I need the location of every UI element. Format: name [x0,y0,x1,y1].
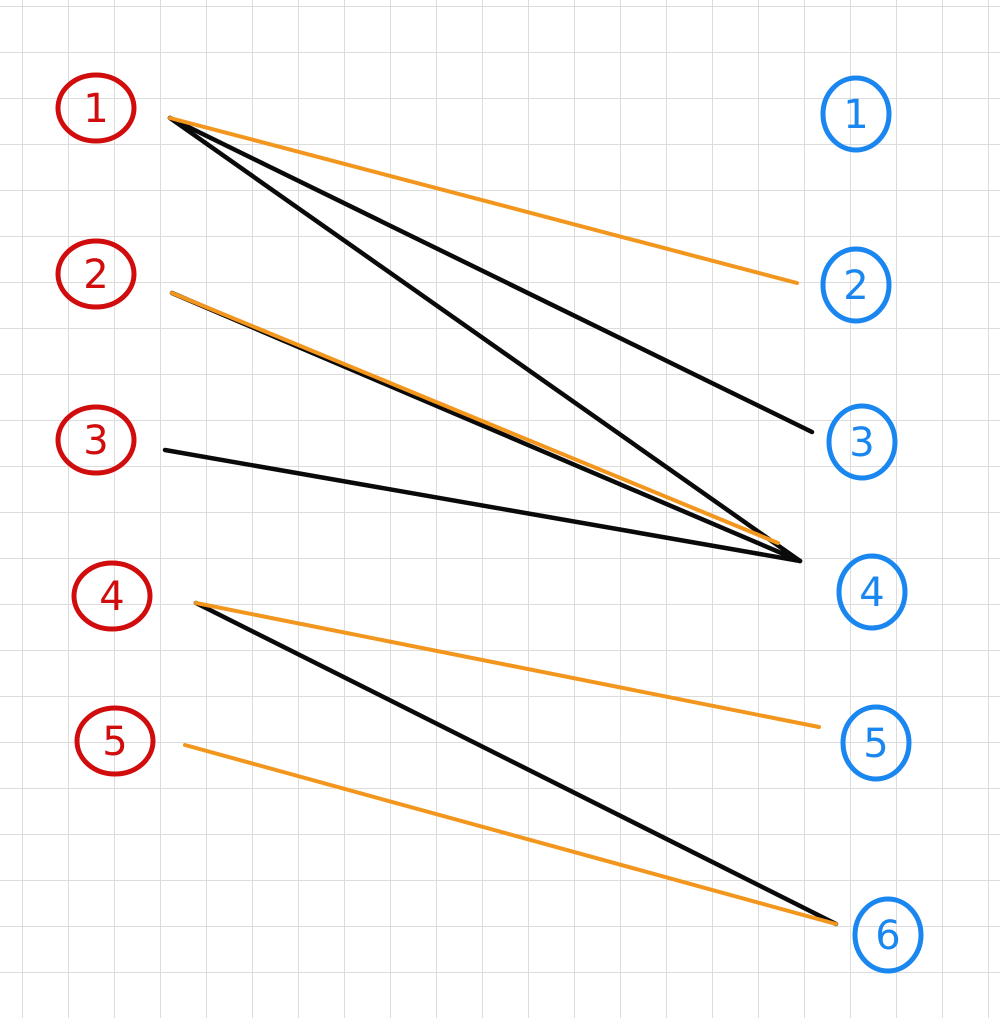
node-label: 1 [843,92,868,138]
node-label: 5 [863,721,888,767]
node-label: 5 [102,719,127,765]
edge-l1-r2-orange [168,116,799,285]
right-node-3: 3 [826,403,898,481]
edge-l4-r5-orange [194,601,821,729]
node-circle [820,75,892,153]
left-node-1: 1 [55,72,137,144]
node-circle [55,404,137,476]
left-node-3: 3 [55,404,137,476]
edge-l1-r4-black [167,115,803,564]
node-circle [55,72,137,144]
edge-l3-r4-black [162,447,803,564]
node-label: 4 [859,570,884,616]
node-circle [820,246,892,324]
edge-l1-r3-black [167,115,815,435]
node-circle [55,238,137,310]
right-node-1: 1 [820,75,892,153]
node-circle [71,560,153,632]
node-label: 2 [83,252,108,298]
nodes-layer: 1 2 3 4 5 1 2 3 4 5 6 [55,72,924,974]
edges-layer [162,115,839,927]
right-node-6: 6 [852,896,924,974]
node-label: 1 [83,86,108,132]
edge-l2-r4-orange [170,291,780,545]
edge-l5-r6-orange [183,743,838,926]
left-node-5: 5 [74,705,156,777]
node-circle [74,705,156,777]
node-circle [852,896,924,974]
right-node-4: 4 [836,553,908,631]
node-circle [840,704,912,782]
right-node-2: 2 [820,246,892,324]
edge-l4-r6-black [193,600,839,927]
node-label: 4 [99,574,124,620]
node-circle [826,403,898,481]
left-node-4: 4 [71,560,153,632]
node-circle [836,553,908,631]
node-label: 6 [875,913,900,959]
node-label: 3 [849,420,874,466]
node-label: 2 [843,263,868,309]
left-node-2: 2 [55,238,137,310]
right-node-5: 5 [840,704,912,782]
node-label: 3 [83,418,108,464]
